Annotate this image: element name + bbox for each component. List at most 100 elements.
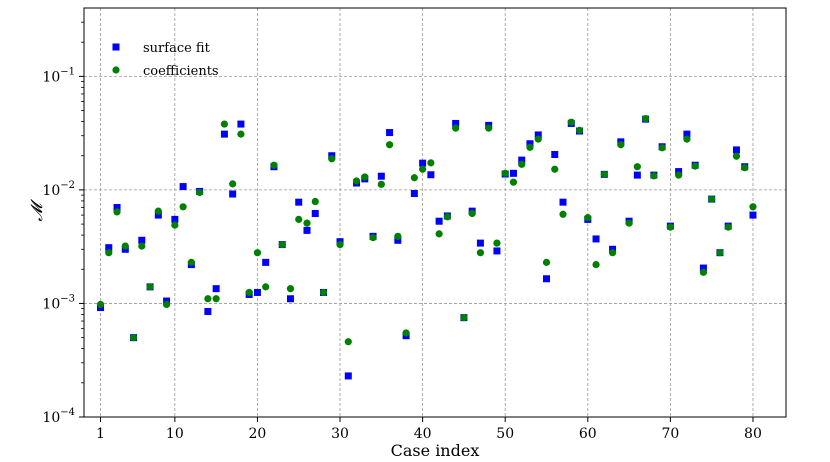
surface-fit-point bbox=[286, 295, 294, 303]
coefficients-point bbox=[402, 329, 410, 337]
coefficients-point bbox=[303, 219, 311, 227]
surface-fit-point bbox=[476, 239, 484, 247]
coefficients-point bbox=[204, 295, 212, 303]
surface-fit-point bbox=[551, 151, 559, 159]
coefficients-point bbox=[699, 268, 708, 276]
coefficients-point bbox=[633, 163, 641, 171]
surface-fit-point bbox=[534, 131, 542, 139]
coefficients-point bbox=[361, 173, 369, 181]
coefficients-point bbox=[344, 338, 352, 346]
legend-label: coefficients bbox=[143, 64, 219, 79]
coefficients-point bbox=[278, 240, 286, 249]
coefficients-point bbox=[179, 203, 187, 211]
coefficients-point bbox=[410, 174, 418, 182]
coefficients-point bbox=[509, 178, 518, 186]
surface-fit-point bbox=[526, 140, 534, 148]
surface-fit-point bbox=[394, 236, 402, 244]
coefficients-point bbox=[749, 203, 757, 211]
x-tick-label: 50 bbox=[496, 426, 514, 442]
coefficients-point bbox=[286, 285, 295, 293]
y-tick-base: 10 bbox=[42, 410, 60, 426]
y-tick-label: 10−2 bbox=[42, 180, 75, 199]
coefficients-point bbox=[485, 124, 493, 132]
x-tick-label: 20 bbox=[249, 426, 267, 442]
coefficients-point bbox=[716, 249, 724, 257]
coefficients-point bbox=[105, 249, 113, 257]
coefficients-point bbox=[575, 126, 584, 134]
legend: surface fit coefficients bbox=[112, 41, 219, 79]
series-surface-fit bbox=[97, 115, 757, 380]
x-tick-label: 70 bbox=[661, 426, 679, 442]
coefficients-point bbox=[452, 124, 460, 132]
coefficients-point bbox=[625, 219, 633, 227]
surface-fit-point bbox=[229, 190, 237, 198]
surface-fit-point bbox=[410, 189, 418, 197]
coefficients-point bbox=[567, 118, 575, 126]
coefficients-point bbox=[435, 230, 443, 238]
coefficients-point bbox=[369, 234, 377, 242]
coefficients-point bbox=[617, 141, 625, 149]
coefficients-point bbox=[427, 159, 435, 167]
coefficients-point bbox=[741, 164, 749, 172]
surface-fit-point bbox=[509, 169, 517, 177]
surface-fit-point bbox=[435, 217, 443, 225]
surface-fit-point bbox=[732, 146, 740, 154]
surface-fit-point bbox=[237, 120, 245, 128]
surface-fit-point bbox=[179, 183, 187, 191]
coefficients-point bbox=[650, 172, 658, 180]
surface-fit-point bbox=[262, 258, 270, 266]
coefficients-point bbox=[584, 214, 592, 222]
coefficients-point bbox=[559, 210, 567, 218]
surface-fit-point bbox=[427, 171, 435, 179]
surface-fit-point bbox=[253, 288, 261, 296]
y-tick-base: 10 bbox=[42, 296, 60, 312]
series-coefficients bbox=[96, 114, 757, 346]
x-tick-label: 60 bbox=[579, 426, 597, 442]
coefficients-point bbox=[600, 170, 608, 178]
legend-marker-square bbox=[112, 43, 120, 51]
coefficients-point bbox=[113, 208, 121, 216]
coefficients-point bbox=[319, 288, 328, 297]
coefficients-point bbox=[262, 283, 270, 291]
coefficients-point bbox=[196, 188, 204, 197]
surface-fit-point bbox=[295, 198, 303, 206]
y-axis-label: 𝓜 bbox=[27, 198, 46, 221]
coefficients-point bbox=[96, 300, 105, 309]
coefficients-point bbox=[476, 249, 485, 257]
coefficients-point bbox=[708, 195, 716, 203]
coefficients-point bbox=[460, 314, 468, 322]
coefficients-point bbox=[534, 135, 542, 143]
coefficients-point bbox=[212, 295, 220, 303]
coefficients-point bbox=[129, 334, 138, 342]
coefficients-point bbox=[220, 120, 228, 128]
x-tick-label: 40 bbox=[414, 426, 432, 442]
coefficients-point bbox=[253, 249, 262, 257]
surface-fit-point bbox=[749, 211, 757, 219]
coefficients-point bbox=[592, 260, 600, 269]
surface-fit-point bbox=[699, 264, 707, 272]
surface-fit-point bbox=[386, 129, 394, 137]
surface-fit-point bbox=[204, 307, 212, 315]
y-tick-label: 10−3 bbox=[42, 293, 75, 312]
surface-fit-point bbox=[452, 119, 460, 127]
coefficients-point bbox=[493, 239, 501, 247]
coefficients-point bbox=[419, 165, 427, 173]
surface-fit-point bbox=[493, 247, 501, 255]
coefficients-point bbox=[245, 288, 253, 297]
legend-label: surface fit bbox=[143, 41, 211, 56]
coefficients-point bbox=[171, 221, 179, 229]
coefficients-point bbox=[336, 240, 344, 249]
coefficients-point bbox=[295, 215, 303, 223]
y-tick-base: 10 bbox=[42, 183, 60, 199]
coefficients-point bbox=[229, 180, 237, 188]
y-tick-exponent: −1 bbox=[60, 66, 75, 77]
surface-fit-point bbox=[419, 159, 427, 167]
y-tick-base: 10 bbox=[42, 69, 60, 85]
coefficients-point bbox=[724, 223, 732, 231]
coefficients-point bbox=[162, 300, 171, 309]
x-tick-label: 80 bbox=[744, 426, 762, 442]
coefficients-point bbox=[237, 130, 245, 138]
coefficients-point bbox=[732, 152, 741, 160]
coefficients-point bbox=[138, 242, 146, 250]
